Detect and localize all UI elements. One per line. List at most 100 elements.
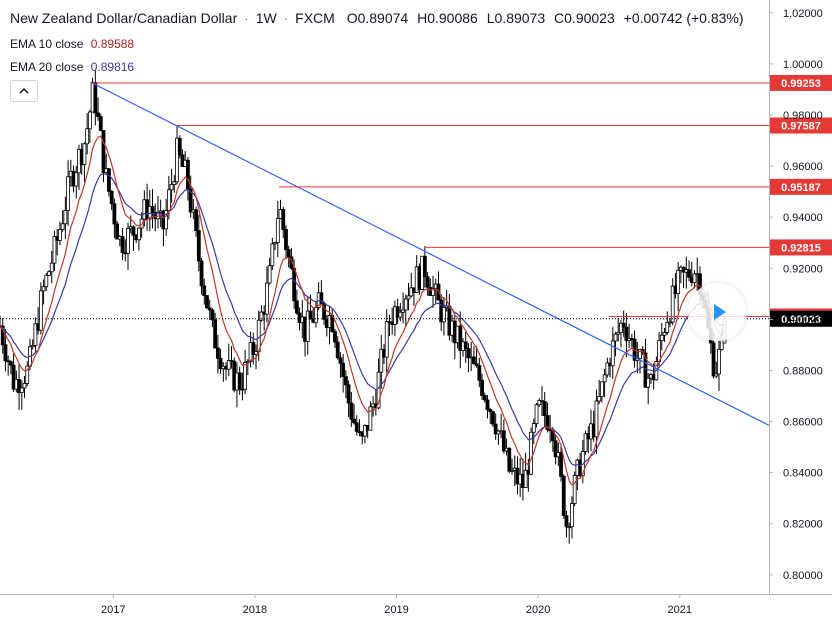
candle-body xyxy=(501,430,506,452)
price-tick-label: 1.00000 xyxy=(783,59,823,71)
candle-body xyxy=(599,381,604,397)
low-label: L xyxy=(486,10,495,26)
price-tick-label: 0.98000 xyxy=(783,110,823,122)
low-value: 0.89073 xyxy=(494,10,546,26)
candle-body xyxy=(529,431,533,475)
candle-body xyxy=(531,423,536,433)
price-tick-label: 0.82000 xyxy=(783,519,823,531)
candle-body xyxy=(284,229,288,250)
candle-body xyxy=(403,298,408,311)
candle-body xyxy=(717,349,721,375)
candle-body xyxy=(74,172,79,187)
candle-body xyxy=(692,273,697,283)
candle-body xyxy=(352,418,356,424)
candle-body xyxy=(662,332,667,336)
candle-body xyxy=(368,406,373,431)
candle-body xyxy=(567,526,572,529)
candle-body xyxy=(398,311,403,318)
candle-body xyxy=(41,286,46,292)
candle-body xyxy=(597,396,602,402)
candle-body xyxy=(572,475,577,504)
candle-body xyxy=(659,334,664,342)
level-price-tag xyxy=(770,117,832,134)
candle-body xyxy=(126,228,130,254)
price-tick-label: 1.02000 xyxy=(783,8,823,20)
candle-body xyxy=(8,361,13,366)
candle-body xyxy=(711,342,716,377)
candle-body xyxy=(542,401,547,416)
candle-body xyxy=(0,325,5,346)
candle-body xyxy=(488,409,493,413)
candle-body xyxy=(534,404,539,424)
candle-body xyxy=(22,383,27,389)
candle-body xyxy=(458,325,463,351)
candle-body xyxy=(188,188,193,213)
candle-body xyxy=(676,270,681,294)
separator: · xyxy=(244,10,249,26)
candle-body xyxy=(49,262,54,273)
exchange-label: FXCM xyxy=(295,10,335,26)
candle-body xyxy=(431,288,435,296)
time-tick-label: 2018 xyxy=(243,604,267,616)
separator: · xyxy=(283,10,289,26)
candle-body xyxy=(109,190,114,205)
interval-label[interactable]: 1W xyxy=(255,10,277,26)
candle-body xyxy=(251,342,256,355)
candle-body xyxy=(44,274,49,288)
candle-body xyxy=(202,285,207,296)
price-axis: 1.02000 1.00000 0.98000 0.96000 0.94000 0.920… xyxy=(769,0,823,594)
ema-10-legend[interactable]: EMA 10 close 0.89588 xyxy=(10,37,134,51)
level-price-label: 0.99253 xyxy=(781,78,821,90)
candle-body xyxy=(66,176,70,211)
candle-body xyxy=(341,362,346,377)
candle-body xyxy=(237,372,242,390)
candle-body xyxy=(267,265,272,284)
candle-body xyxy=(471,356,476,365)
ema-20-value: 0.89816 xyxy=(90,60,135,74)
level-price-tag xyxy=(770,178,832,195)
ema-20-label: EMA 20 close xyxy=(10,60,84,74)
candle-body xyxy=(115,223,120,240)
candle-body xyxy=(338,357,343,364)
candle-body xyxy=(175,137,179,183)
candle-body xyxy=(85,128,90,145)
candle-body xyxy=(33,323,38,346)
candle-body xyxy=(613,333,618,342)
trendline[interactable] xyxy=(91,82,770,426)
time-tick-label: 2019 xyxy=(384,604,408,616)
candle-body xyxy=(172,181,177,185)
play-icon xyxy=(714,304,726,320)
time-tick-label: 2017 xyxy=(101,604,125,616)
candle-body xyxy=(616,332,621,335)
collapse-legend-button[interactable] xyxy=(10,80,38,102)
candle-body xyxy=(11,364,16,390)
candle-body xyxy=(25,365,30,384)
candle-body xyxy=(243,362,248,390)
candle-body xyxy=(136,227,141,241)
horizontal-levels: 0.992530.975870.951870.928150.901120.900… xyxy=(92,74,832,327)
candle-body xyxy=(286,249,291,258)
replay-play-button[interactable] xyxy=(688,283,746,341)
candle-body xyxy=(93,82,98,114)
candle-body xyxy=(292,267,297,302)
time-axis: 2017 2018 2019 2020 2021 xyxy=(0,594,832,616)
candle-body xyxy=(210,309,215,321)
candle-body xyxy=(87,111,92,130)
price-tick-label: 0.92000 xyxy=(783,263,823,275)
candle-body xyxy=(47,271,51,276)
candle-body xyxy=(186,159,190,190)
candle-body xyxy=(120,236,125,254)
level-price-label: 0.97587 xyxy=(781,121,821,133)
candle-body xyxy=(561,475,566,517)
open-value: 0.89074 xyxy=(357,10,409,26)
level-price-tag xyxy=(770,74,832,91)
candle-body xyxy=(294,300,299,314)
chevron-up-icon xyxy=(19,87,29,94)
candle-body xyxy=(213,319,218,349)
candle-body xyxy=(442,307,446,323)
candle-body xyxy=(96,112,100,118)
candle-body xyxy=(63,210,68,225)
candle-body xyxy=(510,470,514,472)
ema-20-legend[interactable]: EMA 20 close 0.89816 xyxy=(10,60,134,74)
